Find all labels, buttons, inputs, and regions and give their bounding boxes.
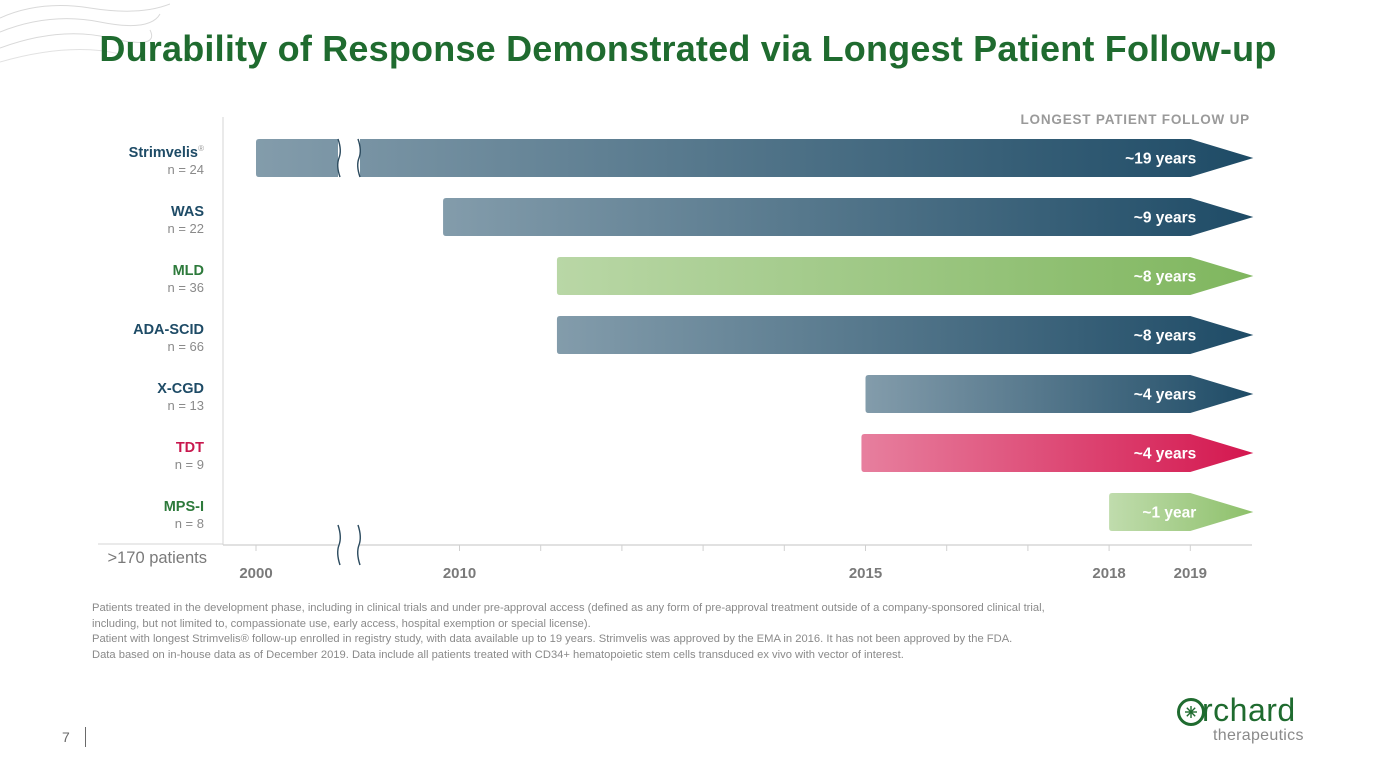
footnote-line: Patients treated in the development phas… <box>92 602 1045 614</box>
page-number: 7 <box>62 729 70 745</box>
duration-label: ~9 years <box>1134 210 1197 227</box>
axis-break-icon <box>337 524 341 566</box>
decorative-contour-lines <box>0 3 170 63</box>
duration-label: ~4 years <box>1134 387 1197 404</box>
row-name-label: ADA-SCID <box>133 322 204 338</box>
x-tick-label: 2019 <box>1174 565 1207 582</box>
x-tick-label: 2000 <box>239 565 272 582</box>
row-n-label: n = 66 <box>167 339 204 354</box>
orchard-logo: rchard therapeutics <box>1176 692 1326 752</box>
duration-label: ~1 year <box>1142 505 1196 522</box>
row-n-label: n = 22 <box>167 221 204 236</box>
duration-label: ~8 years <box>1134 328 1197 345</box>
footnote-line: including, but not limited to, compassio… <box>92 617 591 630</box>
legend-header: LONGEST PATIENT FOLLOW UP <box>1021 112 1251 127</box>
orchard-logo-mark-icon <box>1177 698 1205 726</box>
row-n-label: n = 24 <box>167 162 204 177</box>
axis-break-icon <box>357 138 361 178</box>
registered-mark: ® <box>198 144 204 153</box>
follow-up-bar <box>861 434 1254 472</box>
row-n-label: n = 9 <box>175 457 204 472</box>
follow-up-timeline-chart: LONGEST PATIENT FOLLOW UP 2000 2010 2015 201… <box>98 112 1254 582</box>
row-name-label: WAS <box>171 204 204 220</box>
page-title: Durability of Response Demonstrated via … <box>99 28 1277 69</box>
x-tick-label: 2010 <box>443 565 476 582</box>
axis-break-gap <box>338 137 360 179</box>
orchard-logo-word: rchard <box>1202 692 1296 728</box>
page-number-divider <box>85 727 86 747</box>
row-n-label: n = 13 <box>167 398 204 413</box>
axis-break-icon <box>357 524 361 566</box>
follow-up-bar <box>865 375 1254 413</box>
total-patients-label: >170 patients <box>107 549 207 567</box>
row-name-label: X-CGD <box>157 381 204 397</box>
footnote-line: Patient with longest Strimvelis® follow-… <box>92 633 1013 645</box>
row-n-label: n = 8 <box>175 516 204 531</box>
axis-break-gap <box>338 523 360 567</box>
follow-up-bar <box>556 316 1254 354</box>
x-tick-label: 2015 <box>849 565 882 582</box>
x-tick-label: 2018 <box>1092 565 1125 582</box>
follow-up-bar <box>556 257 1254 295</box>
duration-label: ~4 years <box>1134 446 1197 463</box>
follow-up-bar <box>443 198 1254 236</box>
duration-label: ~8 years <box>1134 269 1197 286</box>
follow-up-bar <box>1109 493 1254 531</box>
row-n-label: n = 36 <box>167 280 204 295</box>
row-name-label: MPS-I <box>164 499 204 515</box>
axis-break-icon <box>337 138 341 178</box>
orchard-logo-subtitle: therapeutics <box>1213 727 1304 744</box>
footnote-line: Data based on in-house data as of Decemb… <box>92 648 904 661</box>
row-name-label: TDT <box>176 440 204 456</box>
follow-up-bar <box>256 139 1254 177</box>
footnotes: Patients treated in the development phas… <box>92 601 1272 663</box>
row-name-label: Strimvelis <box>129 145 198 161</box>
duration-label: ~19 years <box>1125 151 1196 168</box>
row-name-label: MLD <box>173 263 204 279</box>
